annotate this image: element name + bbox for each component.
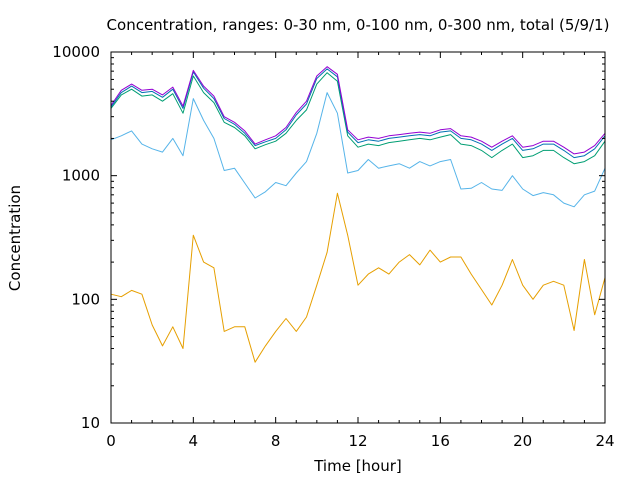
series-line-3 — [110, 72, 606, 165]
x-tick-label: 12 — [348, 432, 367, 450]
x-tick-label: 16 — [431, 432, 450, 450]
x-axis-label: Time [hour] — [313, 457, 402, 475]
x-tick-label: 4 — [189, 432, 199, 450]
y-tick-label: 10000 — [52, 43, 100, 61]
plot-frame — [110, 51, 606, 424]
series-line-1 — [110, 192, 606, 363]
x-tick-label: 24 — [595, 432, 614, 450]
x-tick-label: 0 — [106, 432, 116, 450]
series-layer — [110, 66, 606, 363]
y-tick-label: 100 — [71, 290, 100, 308]
chart-title: Concentration, ranges: 0-30 nm, 0-100 nm… — [107, 16, 610, 34]
y-tick-label: 10 — [81, 414, 100, 432]
y-axis-label: Concentration — [6, 185, 24, 291]
x-tick-label: 20 — [513, 432, 532, 450]
y-tick-label: 1000 — [62, 167, 100, 185]
x-tick-label: 8 — [271, 432, 281, 450]
series-line-5 — [110, 66, 606, 155]
series-line-2 — [110, 92, 606, 208]
tick-layer: 0 4 8 12 16 20 24 10 100 1000 10000 — [52, 43, 614, 450]
